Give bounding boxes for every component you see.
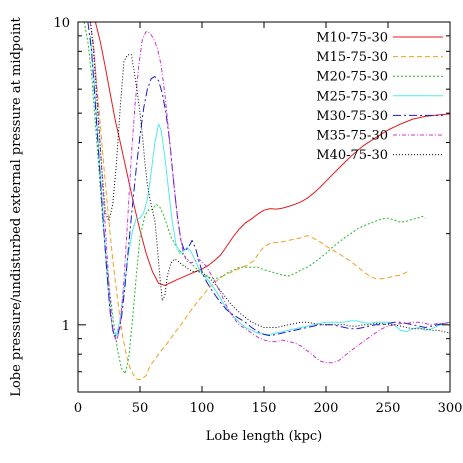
x-tick-label: 300 (438, 401, 463, 416)
series-line-m15-75-30 (92, 38, 409, 380)
x-tick-label: 150 (252, 401, 277, 416)
y-tick-label: 1 (62, 319, 70, 334)
x-tick-label: 200 (314, 401, 339, 416)
series-line-m40-75-30 (89, 22, 450, 334)
series-line-m20-75-30 (83, 22, 426, 375)
y-axis-title: Lobe pressure/undisturbed external press… (9, 17, 24, 397)
plot-frame (77, 21, 451, 393)
legend-label: M30-75-30 (316, 109, 388, 124)
x-tick-label: 250 (376, 401, 401, 416)
plot-lines (83, 22, 450, 380)
series-line-m25-75-30 (89, 35, 450, 337)
legend-label: M35-75-30 (316, 129, 388, 144)
legend-label: M10-75-30 (316, 31, 388, 46)
x-tick-label: 100 (190, 401, 215, 416)
axis-tick-labels: 0 50 100 150 200 250 300 1 10 (53, 16, 462, 416)
x-tick-label: 0 (74, 401, 82, 416)
series-line-m10-75-30 (94, 22, 450, 286)
legend-label: M15-75-30 (316, 50, 388, 65)
x-axis-title: Lobe length (kpc) (206, 429, 323, 444)
x-tick-label: 50 (132, 401, 149, 416)
legend-label: M20-75-30 (316, 70, 388, 85)
y-tick-label: 10 (53, 16, 70, 31)
legend-label: M40-75-30 (316, 148, 388, 163)
series-line-m30-75-30 (87, 22, 450, 337)
axis-ticks (77, 21, 451, 393)
legend: M10-75-30 M15-75-30 M20-75-30 M25-75-30 M30-… (316, 31, 443, 163)
series-line-m35-75-30 (89, 22, 450, 364)
legend-label: M25-75-30 (316, 89, 388, 104)
